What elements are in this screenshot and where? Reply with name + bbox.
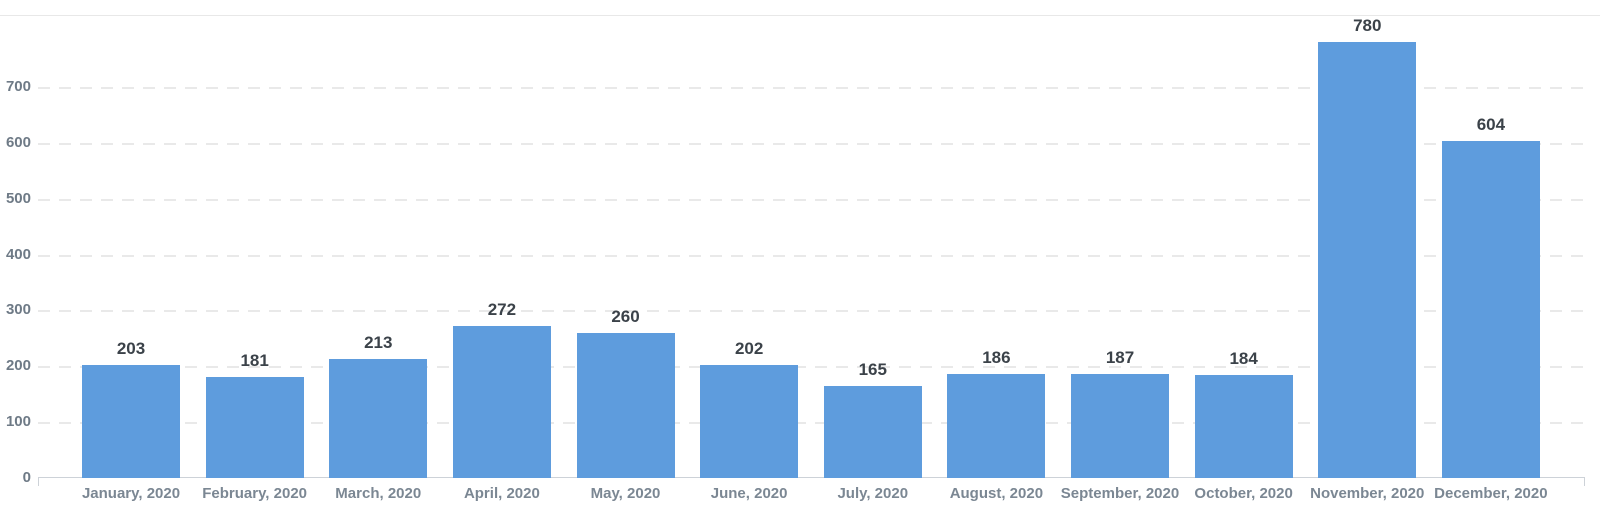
- bar-group: 604 December, 2020: [1434, 15, 1547, 502]
- bar-group: 272 April, 2020: [452, 15, 551, 502]
- bar[interactable]: [1441, 141, 1540, 478]
- bar[interactable]: [1071, 374, 1169, 478]
- bar-group: 187 September, 2020: [1061, 15, 1179, 502]
- bars-container: 203 January, 2020 181 February, 2020 213 Marc…: [82, 15, 1548, 502]
- x-axis-category-label: July, 2020: [837, 485, 909, 502]
- bar-value-label: 260: [611, 307, 640, 326]
- gridline: [38, 366, 1586, 369]
- x-axis-line: [38, 477, 1585, 478]
- x-axis-category-label: November, 2020: [1310, 485, 1425, 502]
- bar[interactable]: [700, 365, 799, 478]
- bar[interactable]: [1318, 42, 1417, 478]
- gridline: [38, 142, 1586, 145]
- gridline: [38, 254, 1586, 257]
- bar-value-label: 202: [734, 339, 764, 358]
- bar[interactable]: [823, 386, 922, 478]
- bar-group: 186 August, 2020: [947, 15, 1046, 502]
- x-axis-category-label: June, 2020: [710, 485, 788, 502]
- bar-value-label: 780: [1353, 16, 1382, 35]
- x-axis-category-label: September, 2020: [1060, 485, 1180, 502]
- x-axis-left-tick: [38, 477, 39, 486]
- y-axis-tick-label: 100: [5, 413, 31, 431]
- y-axis-tick-label: 600: [5, 133, 31, 151]
- gridline: [38, 198, 1586, 201]
- bar-group: 213 March, 2020: [329, 15, 428, 502]
- x-axis-category-label: May, 2020: [590, 485, 661, 502]
- x-axis-right-tick: [1584, 477, 1585, 486]
- chart-top-border: [0, 15, 1600, 16]
- y-axis-tick-label: 300: [5, 301, 31, 319]
- y-axis-tick-label: 500: [5, 189, 31, 207]
- bar[interactable]: [1194, 375, 1293, 478]
- x-axis-category-label: April, 2020: [463, 485, 540, 502]
- bar[interactable]: [576, 333, 675, 478]
- x-axis-category-label: August, 2020: [949, 485, 1044, 502]
- bar-group: 184 October, 2020: [1194, 15, 1293, 502]
- gridline: [38, 310, 1586, 313]
- bar-value-label: 165: [858, 360, 887, 379]
- bar-group: 202 June, 2020: [700, 15, 799, 502]
- bar-value-label: 187: [1105, 348, 1135, 367]
- bar[interactable]: [82, 365, 180, 478]
- bar-group: 260 May, 2020: [576, 15, 675, 502]
- bar-value-label: 186: [982, 348, 1011, 367]
- bar-group: 181 February, 2020: [202, 15, 307, 502]
- bar-value-label: 181: [240, 351, 269, 370]
- x-axis-category-label: March, 2020: [335, 485, 422, 502]
- y-axis-tick-label: 0: [22, 469, 31, 486]
- bar[interactable]: [947, 374, 1046, 478]
- x-axis-category-label: October, 2020: [1194, 485, 1293, 502]
- y-axis-tick-label: 400: [5, 245, 31, 263]
- x-axis-category-label: December, 2020: [1434, 485, 1548, 502]
- bar-value-label: 203: [116, 339, 146, 358]
- bar-value-label: 213: [364, 333, 393, 352]
- bar[interactable]: [329, 359, 428, 478]
- bar[interactable]: [452, 326, 551, 478]
- bar-value-label: 272: [487, 300, 517, 319]
- bar-value-label: 604: [1476, 115, 1506, 134]
- bar-value-label: 184: [1229, 349, 1258, 368]
- bar-group: 203 January, 2020: [82, 15, 180, 502]
- x-axis-category-label: February, 2020: [202, 485, 308, 502]
- gridline: [38, 86, 1586, 89]
- y-axis-tick-label: 200: [5, 357, 31, 375]
- x-axis-category-label: January, 2020: [81, 485, 181, 502]
- bar-group: 780 November, 2020: [1310, 15, 1424, 502]
- bar[interactable]: [205, 377, 304, 478]
- gridline: [38, 422, 1586, 425]
- bar-group: 165 July, 2020: [823, 15, 922, 502]
- y-axis-tick-label: 700: [5, 77, 31, 95]
